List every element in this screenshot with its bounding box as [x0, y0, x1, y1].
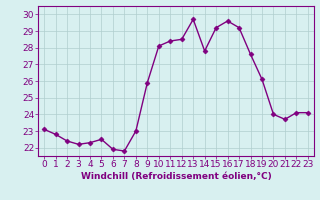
X-axis label: Windchill (Refroidissement éolien,°C): Windchill (Refroidissement éolien,°C) [81, 172, 271, 181]
